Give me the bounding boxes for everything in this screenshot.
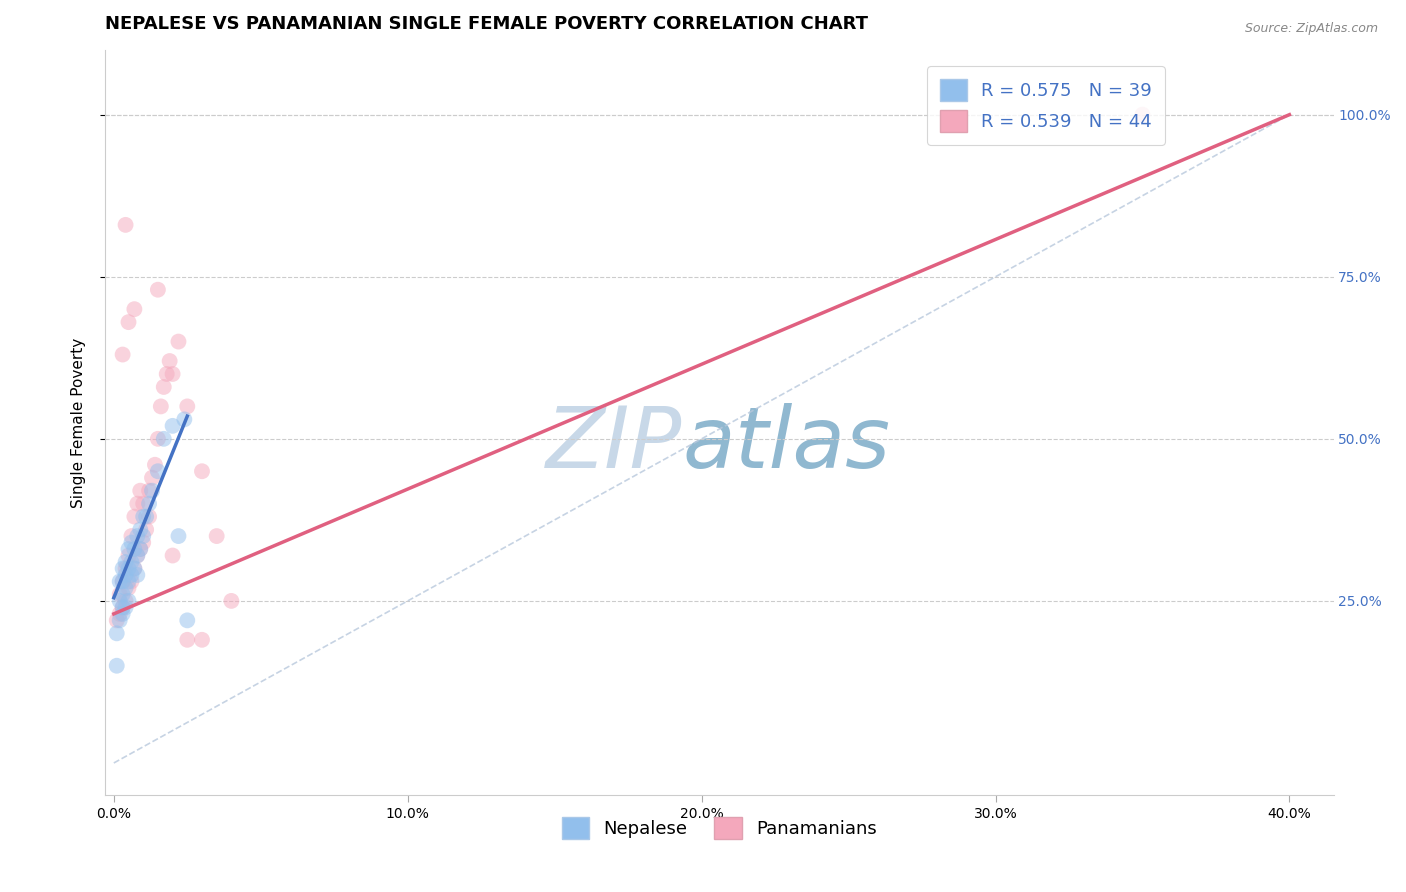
- Point: [117, 594, 139, 608]
- Point: [111, 561, 134, 575]
- Point: [191, 464, 214, 478]
- Point: [108, 574, 131, 589]
- Point: [114, 581, 136, 595]
- Point: [114, 555, 136, 569]
- Point: [120, 555, 142, 569]
- Point: [117, 549, 139, 563]
- Point: [111, 607, 134, 621]
- Point: [124, 561, 146, 575]
- Point: [117, 574, 139, 589]
- Point: [176, 400, 198, 414]
- Point: [111, 600, 134, 615]
- Point: [108, 587, 131, 601]
- Point: [173, 412, 195, 426]
- Point: [114, 568, 136, 582]
- Point: [108, 607, 131, 621]
- Point: [143, 458, 166, 472]
- Point: [149, 400, 172, 414]
- Point: [105, 626, 128, 640]
- Point: [162, 418, 184, 433]
- Point: [127, 529, 149, 543]
- Point: [167, 529, 190, 543]
- Point: [162, 549, 184, 563]
- Point: [111, 600, 134, 615]
- Point: [135, 523, 157, 537]
- Point: [129, 523, 152, 537]
- Point: [117, 542, 139, 557]
- Point: [191, 632, 214, 647]
- Point: [108, 613, 131, 627]
- Point: [127, 549, 149, 563]
- Text: NEPALESE VS PANAMANIAN SINGLE FEMALE POVERTY CORRELATION CHART: NEPALESE VS PANAMANIAN SINGLE FEMALE POV…: [105, 15, 868, 33]
- Point: [205, 529, 228, 543]
- Point: [111, 347, 134, 361]
- Point: [111, 587, 134, 601]
- Point: [132, 529, 155, 543]
- Point: [120, 529, 142, 543]
- Point: [127, 497, 149, 511]
- Point: [132, 497, 155, 511]
- Point: [176, 613, 198, 627]
- Point: [105, 613, 128, 627]
- Point: [127, 549, 149, 563]
- Point: [141, 471, 163, 485]
- Point: [1132, 108, 1154, 122]
- Y-axis label: Single Female Poverty: Single Female Poverty: [72, 337, 86, 508]
- Point: [124, 509, 146, 524]
- Point: [124, 542, 146, 557]
- Point: [152, 432, 174, 446]
- Point: [108, 594, 131, 608]
- Text: Source: ZipAtlas.com: Source: ZipAtlas.com: [1244, 22, 1378, 36]
- Point: [120, 535, 142, 549]
- Point: [146, 464, 169, 478]
- Point: [221, 594, 243, 608]
- Point: [129, 483, 152, 498]
- Point: [141, 483, 163, 498]
- Point: [114, 218, 136, 232]
- Point: [105, 658, 128, 673]
- Point: [138, 509, 160, 524]
- Point: [138, 483, 160, 498]
- Point: [114, 594, 136, 608]
- Point: [159, 354, 181, 368]
- Point: [138, 497, 160, 511]
- Point: [111, 574, 134, 589]
- Legend: Nepalese, Panamanians: Nepalese, Panamanians: [554, 810, 884, 846]
- Point: [146, 283, 169, 297]
- Point: [129, 542, 152, 557]
- Point: [156, 367, 179, 381]
- Point: [135, 509, 157, 524]
- Point: [127, 568, 149, 582]
- Point: [117, 561, 139, 575]
- Point: [117, 315, 139, 329]
- Point: [111, 574, 134, 589]
- Point: [152, 380, 174, 394]
- Point: [117, 581, 139, 595]
- Point: [129, 542, 152, 557]
- Point: [132, 509, 155, 524]
- Point: [146, 432, 169, 446]
- Point: [124, 302, 146, 317]
- Point: [176, 632, 198, 647]
- Point: [162, 367, 184, 381]
- Point: [114, 600, 136, 615]
- Text: atlas: atlas: [682, 403, 890, 486]
- Point: [114, 561, 136, 575]
- Text: ZIP: ZIP: [546, 403, 682, 486]
- Point: [120, 568, 142, 582]
- Point: [132, 535, 155, 549]
- Point: [124, 561, 146, 575]
- Point: [120, 574, 142, 589]
- Point: [167, 334, 190, 349]
